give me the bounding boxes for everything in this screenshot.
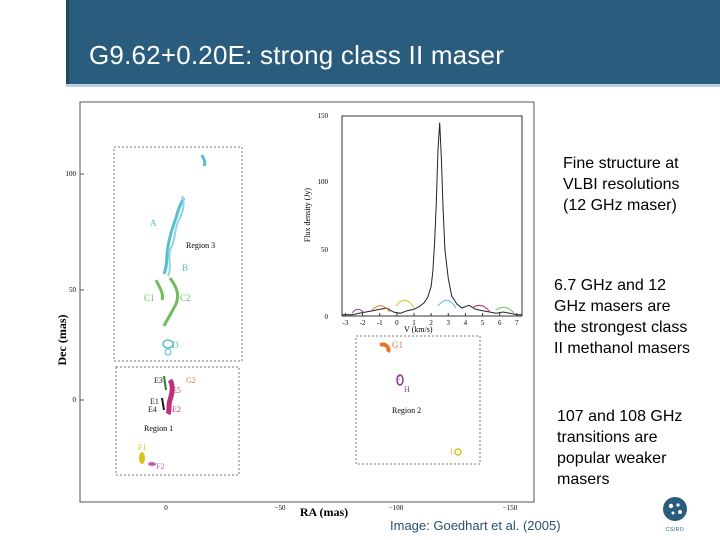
feature-label: E1 (150, 397, 159, 406)
map-xtick: −150 (503, 504, 518, 512)
title-accent-line (66, 84, 720, 87)
feature-label: D (172, 340, 179, 350)
region1-box (115, 366, 240, 476)
spectrum-ytick: 0 (325, 313, 329, 321)
spectrum-xlabel: V (km/s) (404, 325, 433, 334)
feature-label: B (182, 263, 188, 273)
spectrum-xticks: -3 -2 -1 0 1 2 3 4 5 6 7 (343, 313, 519, 327)
feature-label: A (150, 218, 157, 228)
spectrum-xtick: 1 (412, 319, 416, 327)
spectrum-frame (341, 115, 523, 317)
csiro-logo: CSIRO (663, 497, 687, 533)
map-ytick: 50 (69, 286, 77, 294)
map-frame (79, 101, 535, 503)
spectrum-inset (300, 112, 528, 314)
spectrum-component (371, 305, 391, 313)
note-fine-structure: Fine structure at VLBI resolutions (12 G… (563, 155, 680, 214)
map-xtick: 0 (164, 504, 168, 512)
feature-label: E4 (148, 405, 157, 414)
region-label: Region 1 (144, 424, 173, 433)
maser-c-group (154, 277, 180, 327)
map-xtick: −100 (389, 504, 404, 512)
slide-title: G9.62+0.20E: strong class II maser (89, 40, 505, 70)
region-label: Region 2 (392, 406, 421, 415)
spectrum-line (342, 122, 522, 316)
spectrum-xtick: 3 (447, 319, 451, 327)
maser-filament-region3 (162, 154, 207, 275)
maser-d (164, 348, 172, 356)
feature-label: G1 (392, 340, 403, 350)
map-ylabel: Dec (mas) (55, 315, 69, 366)
spectrum-xtick: 0 (395, 319, 399, 327)
feature-label: E2 (172, 405, 181, 414)
region3-box (113, 146, 243, 362)
feature-label: F1 (138, 443, 146, 452)
map-ytick: 100 (66, 170, 77, 178)
note-strongest-masers: 6.7 GHz and 12 GHz masers are the strong… (554, 277, 691, 357)
spectrum-xtick: -3 (343, 319, 349, 327)
spectrum-xtick: 7 (515, 319, 519, 327)
spectrum-component (395, 299, 415, 309)
feature-label: E5 (172, 386, 181, 395)
maser-region1 (161, 397, 165, 411)
maser-g1 (379, 342, 391, 353)
spectrum-component (351, 308, 365, 314)
feature-label: I (450, 447, 453, 456)
spectrum-ytick: 100 (318, 178, 329, 186)
spectrum-xtick: 5 (481, 319, 485, 327)
maser-i (454, 448, 462, 456)
map-ytick: 0 (73, 396, 77, 404)
spectrum-component (471, 304, 491, 313)
map-xlabel: RA (mas) (300, 505, 348, 519)
spectrum-ylabel: Flux density (Jy) (303, 188, 312, 243)
feature-label: C2 (180, 293, 191, 303)
spectrum-ytick: 150 (318, 112, 329, 120)
maser-region1 (165, 378, 175, 416)
title-bar: G9.62+0.20E: strong class II maser (66, 0, 720, 84)
feature-label: E3 (154, 376, 163, 385)
maser-region1 (163, 375, 167, 391)
note-weaker-masers: 107 and 108 GHz transitions are popular … (557, 408, 683, 488)
region-label: Region 3 (186, 241, 215, 250)
maser-d (162, 339, 174, 349)
feature-label: F2 (156, 462, 164, 471)
spectrum-component (495, 306, 515, 314)
spectrum-ytick: 50 (321, 246, 329, 254)
feature-label: F (396, 375, 401, 384)
spectrum-xtick: -1 (377, 319, 383, 327)
logo-text: CSIRO (666, 527, 684, 533)
image-credit: Image: Goedhart et al. (2005) (390, 518, 561, 533)
maser-figure: Dec (mas) 100 50 0 0 −50 −100 −150 RA (m… (55, 101, 535, 519)
maser-filament-region3 (167, 195, 185, 277)
feature-label: C1 (144, 293, 155, 303)
maser-f2 (148, 462, 156, 466)
spectrum-xtick: 4 (464, 319, 468, 327)
map-xtick: −50 (275, 504, 286, 512)
feature-label: H (404, 385, 410, 394)
spectrum-xtick: 6 (498, 319, 502, 327)
spectrum-component (437, 299, 457, 309)
spectrum-xtick: 2 (429, 319, 433, 327)
spectrum-xtick: -2 (360, 319, 366, 327)
region2-box (355, 335, 481, 465)
maser-f (396, 374, 404, 386)
feature-label: G2 (186, 376, 196, 385)
maser-f1 (139, 452, 145, 464)
